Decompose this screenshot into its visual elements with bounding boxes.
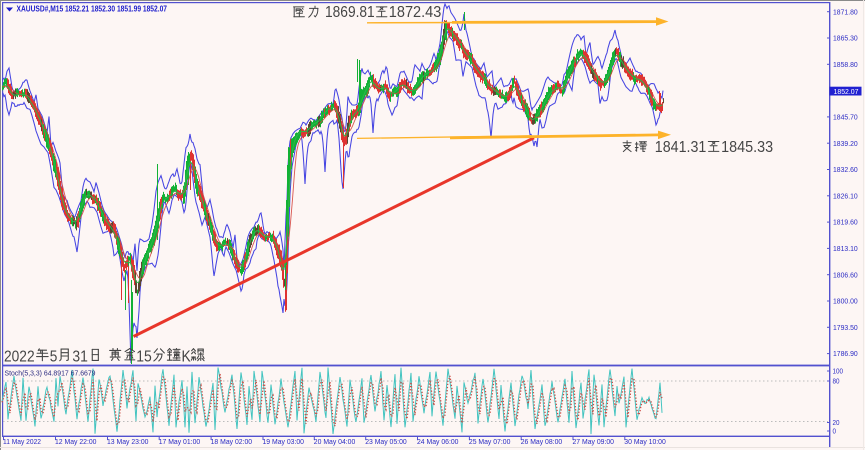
svg-text:23 May 05:00: 23 May 05:00 [365, 437, 407, 446]
svg-text:1872.43: 1872.43 [389, 4, 442, 21]
svg-text:1806.60: 1806.60 [833, 270, 858, 279]
svg-text:1832.60: 1832.60 [833, 165, 858, 174]
svg-text:25 May 07:00: 25 May 07:00 [469, 437, 511, 446]
svg-text:1865.30: 1865.30 [833, 34, 858, 43]
svg-text:1813.10: 1813.10 [833, 244, 858, 253]
svg-text:26 May 08:00: 26 May 08:00 [521, 437, 563, 446]
svg-text:15: 15 [136, 349, 152, 366]
svg-text:19 May 03:00: 19 May 03:00 [263, 437, 305, 446]
svg-text:K: K [182, 349, 191, 366]
svg-text:1845.33: 1845.33 [721, 139, 773, 156]
svg-text:24 May 06:00: 24 May 06:00 [417, 437, 459, 446]
svg-text:1858.80: 1858.80 [833, 60, 858, 69]
svg-text:1793.50: 1793.50 [833, 323, 858, 332]
svg-text:30 May 10:00: 30 May 10:00 [624, 437, 666, 446]
svg-text:1800.00: 1800.00 [833, 297, 858, 306]
svg-text:1852.07: 1852.07 [834, 87, 859, 96]
svg-text:11 May 2022: 11 May 2022 [3, 437, 41, 446]
svg-text:1826.10: 1826.10 [833, 191, 858, 200]
svg-text:1845.70: 1845.70 [833, 113, 858, 122]
svg-text:100: 100 [833, 367, 844, 376]
svg-text:27 May 09:00: 27 May 09:00 [573, 437, 615, 446]
svg-text:XAUUSD#,M15 1852.21 1852.30 1: XAUUSD#,M15 1852.21 1852.30 1851.99 1852… [17, 3, 168, 13]
svg-text:20 May 04:00: 20 May 04:00 [314, 437, 356, 446]
svg-text:1839.20: 1839.20 [833, 139, 858, 148]
svg-text:5: 5 [50, 349, 58, 366]
svg-text:0: 0 [833, 427, 837, 436]
svg-text:1869.81: 1869.81 [325, 4, 375, 21]
svg-text:17 May 01:00: 17 May 01:00 [159, 437, 201, 446]
svg-text:1786.90: 1786.90 [833, 349, 858, 358]
svg-text:13 May 23:00: 13 May 23:00 [107, 437, 149, 446]
svg-text:1871.80: 1871.80 [833, 7, 858, 16]
svg-text:80: 80 [833, 377, 840, 386]
svg-text:1819.60: 1819.60 [833, 218, 858, 227]
svg-text:12 May 22:00: 12 May 22:00 [55, 437, 97, 446]
svg-text:31: 31 [72, 349, 88, 366]
svg-text:Stoch(5,3,3) 64.8917 67.6679: Stoch(5,3,3) 64.8917 67.6679 [5, 368, 96, 377]
svg-text:1841.31: 1841.31 [655, 139, 707, 156]
svg-text:18 May 02:00: 18 May 02:00 [211, 437, 253, 446]
svg-text:2022: 2022 [4, 349, 35, 366]
